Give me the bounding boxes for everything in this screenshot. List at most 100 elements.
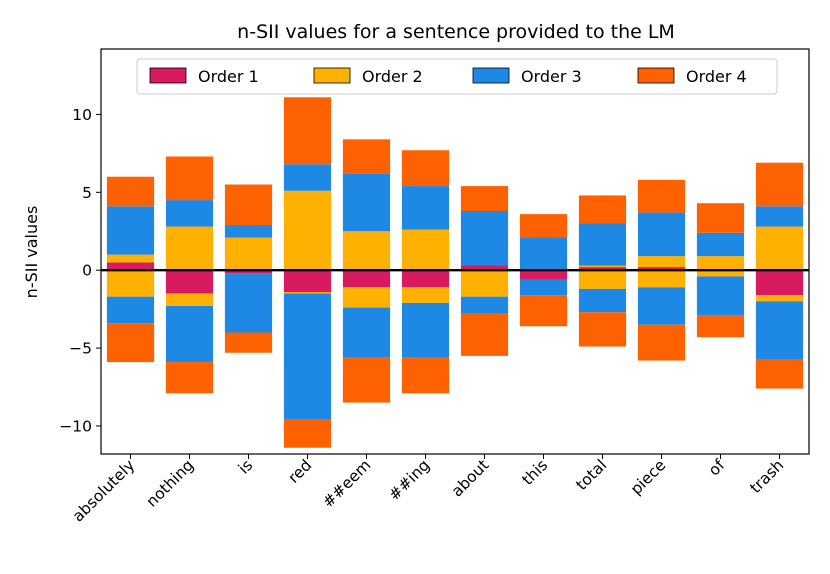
legend: Order 1 Order 2 Order 3 Order 4: [136, 58, 778, 95]
bar-##eem-order2-negative: [342, 287, 391, 308]
bar-##ing-order4-positive: [401, 150, 450, 187]
bar-of-order2-positive: [696, 256, 745, 271]
y-tick-label: 0: [82, 262, 92, 280]
bars-group: [106, 97, 804, 448]
bar-nothing-order1-negative: [165, 270, 214, 294]
bar-absolutely-order4-negative: [106, 323, 155, 363]
bar-nothing-order4-negative: [165, 362, 214, 394]
x-tick-label: ##ing: [385, 456, 433, 504]
bar-##eem-order3-negative: [342, 307, 391, 358]
bar-##eem-order3-positive: [342, 173, 391, 232]
legend-swatch-order1: [149, 67, 187, 84]
bar-trash-order4-positive: [755, 162, 804, 207]
bar-about-order4-positive: [460, 186, 509, 211]
bar-red-order4-negative: [283, 419, 332, 448]
bar-nothing-order2-positive: [165, 226, 214, 271]
bar-total-order4-positive: [578, 195, 627, 224]
x-tick-label: is: [235, 456, 256, 477]
bar-this-order4-positive: [519, 214, 568, 238]
bar-this-order1-negative: [519, 270, 568, 280]
bar-total-order3-positive: [578, 223, 627, 266]
bar-trash-order3-negative: [755, 301, 804, 359]
bar-trash-order2-positive: [755, 226, 804, 271]
bar-of-order3-negative: [696, 276, 745, 316]
bar-##eem-order4-negative: [342, 357, 391, 403]
bar-piece-order3-positive: [637, 212, 686, 257]
x-tick-label: red: [285, 456, 316, 487]
bar-is-order1-negative: [224, 270, 273, 274]
bar-total-order3-negative: [578, 288, 627, 313]
legend-box: [136, 58, 778, 95]
x-tick-label: absolutely: [69, 456, 138, 525]
bar-total-order1-positive: [578, 267, 627, 271]
bar-piece-order2-negative: [637, 270, 686, 288]
bar-of-order2-negative: [696, 270, 745, 277]
bar-red-order1-negative: [283, 270, 332, 292]
legend-label-order2: Order 2: [362, 67, 423, 86]
bar-this-order4-negative: [519, 295, 568, 327]
bar-about-order3-positive: [460, 211, 509, 266]
bar-trash-order2-negative: [755, 295, 804, 302]
bar-about-order4-negative: [460, 313, 509, 356]
bar-red-order3-positive: [283, 164, 332, 191]
x-tick-label: trash: [746, 456, 787, 497]
bar-##ing-order3-positive: [401, 186, 450, 230]
bar-piece-order2-positive: [637, 256, 686, 268]
x-tick-label: of: [705, 456, 729, 480]
bar-is-order3-positive: [224, 225, 273, 238]
legend-swatch-order3: [472, 67, 510, 84]
bar-red-order4-positive: [283, 97, 332, 165]
bar-##ing-order2-positive: [401, 229, 450, 271]
bar-red-order2-positive: [283, 190, 332, 271]
bar-is-order2-positive: [224, 237, 273, 271]
bar-piece-order4-positive: [637, 179, 686, 213]
x-tick-label: piece: [627, 456, 669, 498]
y-tick-label: 10: [72, 106, 92, 124]
bar-nothing-order3-negative: [165, 306, 214, 363]
bar-##eem-order4-positive: [342, 139, 391, 174]
bar-absolutely-order2-negative: [106, 270, 155, 297]
y-axis-label: n-SII values: [22, 206, 41, 299]
bar-absolutely-order3-positive: [106, 206, 155, 255]
legend-label-order4: Order 4: [686, 67, 747, 86]
bar-##ing-order2-negative: [401, 287, 450, 303]
bar-this-order3-negative: [519, 279, 568, 296]
bar-about-order3-negative: [460, 296, 509, 314]
bar-about-order1-positive: [460, 265, 509, 271]
bar-red-order3-negative: [283, 293, 332, 420]
bar-trash-order1-negative: [755, 270, 804, 296]
y-tick-label: −5: [69, 340, 92, 358]
x-tick-label: ##eem: [319, 456, 374, 511]
chart-title: n-SII values for a sentence provided to …: [237, 21, 675, 43]
x-tick-label: nothing: [143, 456, 198, 511]
bar-red-order2-negative: [283, 292, 332, 294]
bar-of-order4-negative: [696, 315, 745, 338]
bar-nothing-order3-positive: [165, 200, 214, 227]
x-tick-label: total: [573, 456, 611, 494]
legend-label-order1: Order 1: [198, 67, 259, 86]
bar-##eem-order2-positive: [342, 231, 391, 271]
legend-swatch-order4: [637, 67, 675, 84]
bar-absolutely-order4-positive: [106, 176, 155, 207]
bar-this-order3-positive: [519, 237, 568, 271]
bar-is-order3-negative: [224, 273, 273, 333]
bar-piece-order4-negative: [637, 324, 686, 361]
bar-##ing-order1-negative: [401, 270, 450, 288]
bar-nothing-order2-negative: [165, 293, 214, 307]
bar-trash-order3-positive: [755, 206, 804, 227]
x-axis: absolutely nothing is red ##eem ##ing about thi…: [69, 454, 787, 525]
bar-##ing-order3-negative: [401, 302, 450, 358]
bar-nothing-order4-positive: [165, 156, 214, 201]
bar-of-order3-positive: [696, 232, 745, 257]
bar-trash-order4-negative: [755, 358, 804, 389]
y-tick-label: 5: [82, 184, 92, 202]
legend-swatch-order2: [313, 67, 351, 84]
bar-total-order2-negative: [578, 270, 627, 289]
bar-absolutely-order2-positive: [106, 254, 155, 263]
bar-absolutely-order1-positive: [106, 262, 155, 271]
bar-piece-order3-negative: [637, 287, 686, 325]
bar-##eem-order1-negative: [342, 270, 391, 288]
bar-##ing-order4-negative: [401, 357, 450, 394]
x-tick-label: this: [519, 456, 552, 489]
